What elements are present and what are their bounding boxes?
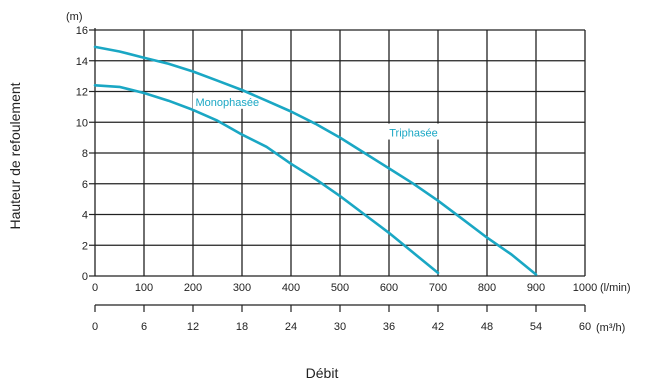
x2-tick-label: 0 xyxy=(92,321,98,333)
x-tick-label: 600 xyxy=(380,282,398,294)
x2-tick-label: 24 xyxy=(285,321,297,333)
series-label: Monophasée xyxy=(195,97,259,109)
series-label-background xyxy=(382,123,445,140)
y-tick-label: 8 xyxy=(82,148,88,160)
series-line-triphasee xyxy=(93,45,538,276)
x-axis-title: Débit xyxy=(306,365,339,381)
x2-tick-label: 30 xyxy=(334,321,346,333)
x2-tick-label: 12 xyxy=(187,321,199,333)
x2-tick-label: 36 xyxy=(383,321,395,333)
x-tick-label: 800 xyxy=(478,282,496,294)
x2-tick-label: 54 xyxy=(530,321,542,333)
y-tick-label: 14 xyxy=(76,56,88,68)
x-tick-label: 1000 xyxy=(573,282,597,294)
y-axis-title: Hauteur de refoulement xyxy=(7,82,23,229)
x-tick-label: 700 xyxy=(429,282,447,294)
x2-tick-label: 60 xyxy=(579,321,591,333)
x2-tick-label: 18 xyxy=(236,321,248,333)
y-tick-label: 6 xyxy=(82,179,88,191)
grid xyxy=(95,29,586,276)
y-tick-label: 10 xyxy=(76,117,88,129)
x-tick-label: 200 xyxy=(184,282,202,294)
x-unit-label: (l/min) xyxy=(600,282,631,294)
x2-unit-label: (m³/h) xyxy=(596,322,625,334)
x-tick-label: 300 xyxy=(233,282,251,294)
y-unit-label: (m) xyxy=(66,11,83,23)
series-label: Triphasée xyxy=(389,128,438,140)
y-tick-label: 0 xyxy=(82,271,88,283)
series-lines: Monophasée Triphasée xyxy=(93,45,538,276)
x2-tick-label: 6 xyxy=(141,321,147,333)
x2-tick-label: 48 xyxy=(481,321,493,333)
y-tick-label: 4 xyxy=(82,210,88,222)
x-tick-label: 400 xyxy=(282,282,300,294)
series-label-background xyxy=(192,92,262,109)
y-tick-label: 12 xyxy=(76,87,88,99)
x-tick-label: 500 xyxy=(331,282,349,294)
x2-tick-label: 42 xyxy=(432,321,444,333)
y-tick-label: 16 xyxy=(76,25,88,37)
series-line-monophasee xyxy=(93,84,440,275)
x-tick-label: 100 xyxy=(135,282,153,294)
x-tick-label: 0 xyxy=(92,282,98,294)
axes xyxy=(89,28,586,312)
x-tick-label: 900 xyxy=(527,282,545,294)
y-tick-label: 2 xyxy=(82,240,88,252)
